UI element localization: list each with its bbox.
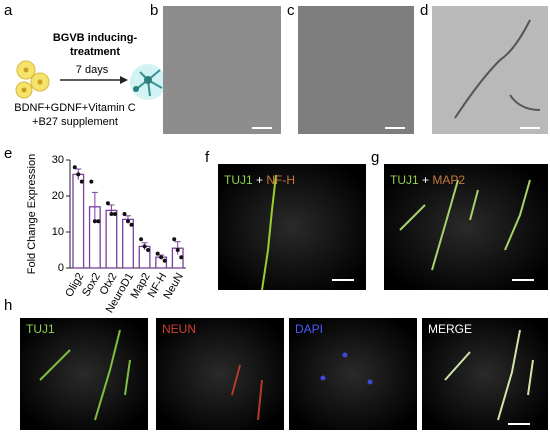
stain-plus: +	[256, 173, 263, 187]
data-point	[79, 179, 84, 184]
panel-letter: c	[287, 2, 295, 19]
nucleus	[367, 379, 373, 385]
panel-letter: b	[150, 2, 158, 19]
panel-letter: d	[420, 2, 428, 19]
micrograph	[422, 318, 548, 430]
stain-plus: +	[422, 173, 429, 187]
stain: NF-H	[266, 173, 295, 187]
data-point	[89, 179, 94, 184]
supplement: BDNF+GDNF+Vitamin C	[14, 102, 135, 114]
data-point	[146, 248, 151, 252]
y-tick-label: 30	[52, 154, 64, 166]
neurite	[454, 19, 541, 119]
duration: 7 days	[76, 64, 109, 76]
data-point	[155, 251, 160, 256]
data-point	[129, 222, 134, 227]
data-point	[126, 219, 130, 224]
y-tick-label: 0	[58, 262, 64, 274]
arrow-head	[120, 76, 128, 84]
panel-letter: a	[4, 2, 13, 19]
micrograph	[384, 164, 548, 290]
stain: TUJ1	[224, 173, 253, 187]
data-point	[72, 165, 77, 170]
stain-label: NEUN	[162, 322, 196, 336]
data-point	[175, 248, 180, 252]
micrograph	[298, 6, 414, 134]
neurite	[444, 329, 534, 421]
micrograph	[289, 318, 417, 430]
micrograph	[20, 318, 148, 430]
stain-label: TUJ1 + NF-H	[224, 173, 295, 187]
y-axis-label: Fold Change Expression	[26, 154, 38, 274]
supplement: +B27 supplement	[32, 116, 118, 128]
y-tick-label: 10	[52, 226, 64, 238]
data-point	[179, 255, 184, 260]
panel-title: BGVB inducing-	[53, 32, 138, 44]
cells	[15, 60, 166, 100]
data-point	[105, 201, 110, 206]
stain-label: TUJ1	[26, 322, 55, 336]
data-point	[76, 172, 81, 177]
bar	[72, 173, 85, 269]
data-point	[96, 219, 101, 224]
panel-title: treatment	[70, 46, 120, 58]
stain-label: TUJ1 + MAP2	[390, 173, 465, 187]
neurite	[231, 364, 263, 421]
stain: TUJ1	[390, 173, 419, 187]
data-point	[92, 219, 97, 224]
data-point	[112, 212, 117, 216]
stain-label: MERGE	[428, 322, 472, 336]
data-point	[142, 244, 147, 249]
data-point	[122, 212, 127, 216]
neurite	[399, 179, 531, 271]
neurite	[261, 174, 277, 291]
data-point	[159, 255, 164, 260]
x-tick-label: Sox2	[80, 271, 103, 299]
data-point	[109, 212, 114, 216]
panel-letter: f	[205, 149, 210, 166]
panel-letter: h	[4, 297, 12, 314]
y-tick-label: 20	[52, 190, 64, 202]
nucleus	[342, 352, 348, 358]
bar	[105, 209, 118, 269]
panel-letter: e	[4, 145, 12, 162]
neurite	[39, 329, 131, 421]
bar-chart: Fold Change Expression 0102030Olig2Sox2Ot…	[26, 154, 186, 315]
stain-label: DAPI	[295, 322, 323, 336]
micrograph	[163, 6, 281, 134]
data-point	[172, 237, 177, 242]
micrograph	[156, 318, 284, 430]
data-point	[139, 237, 144, 242]
stain: MAP2	[432, 173, 465, 187]
panel-letter: g	[371, 149, 379, 166]
data-point	[162, 258, 167, 263]
nucleus	[320, 375, 326, 381]
micrograph	[218, 164, 366, 290]
